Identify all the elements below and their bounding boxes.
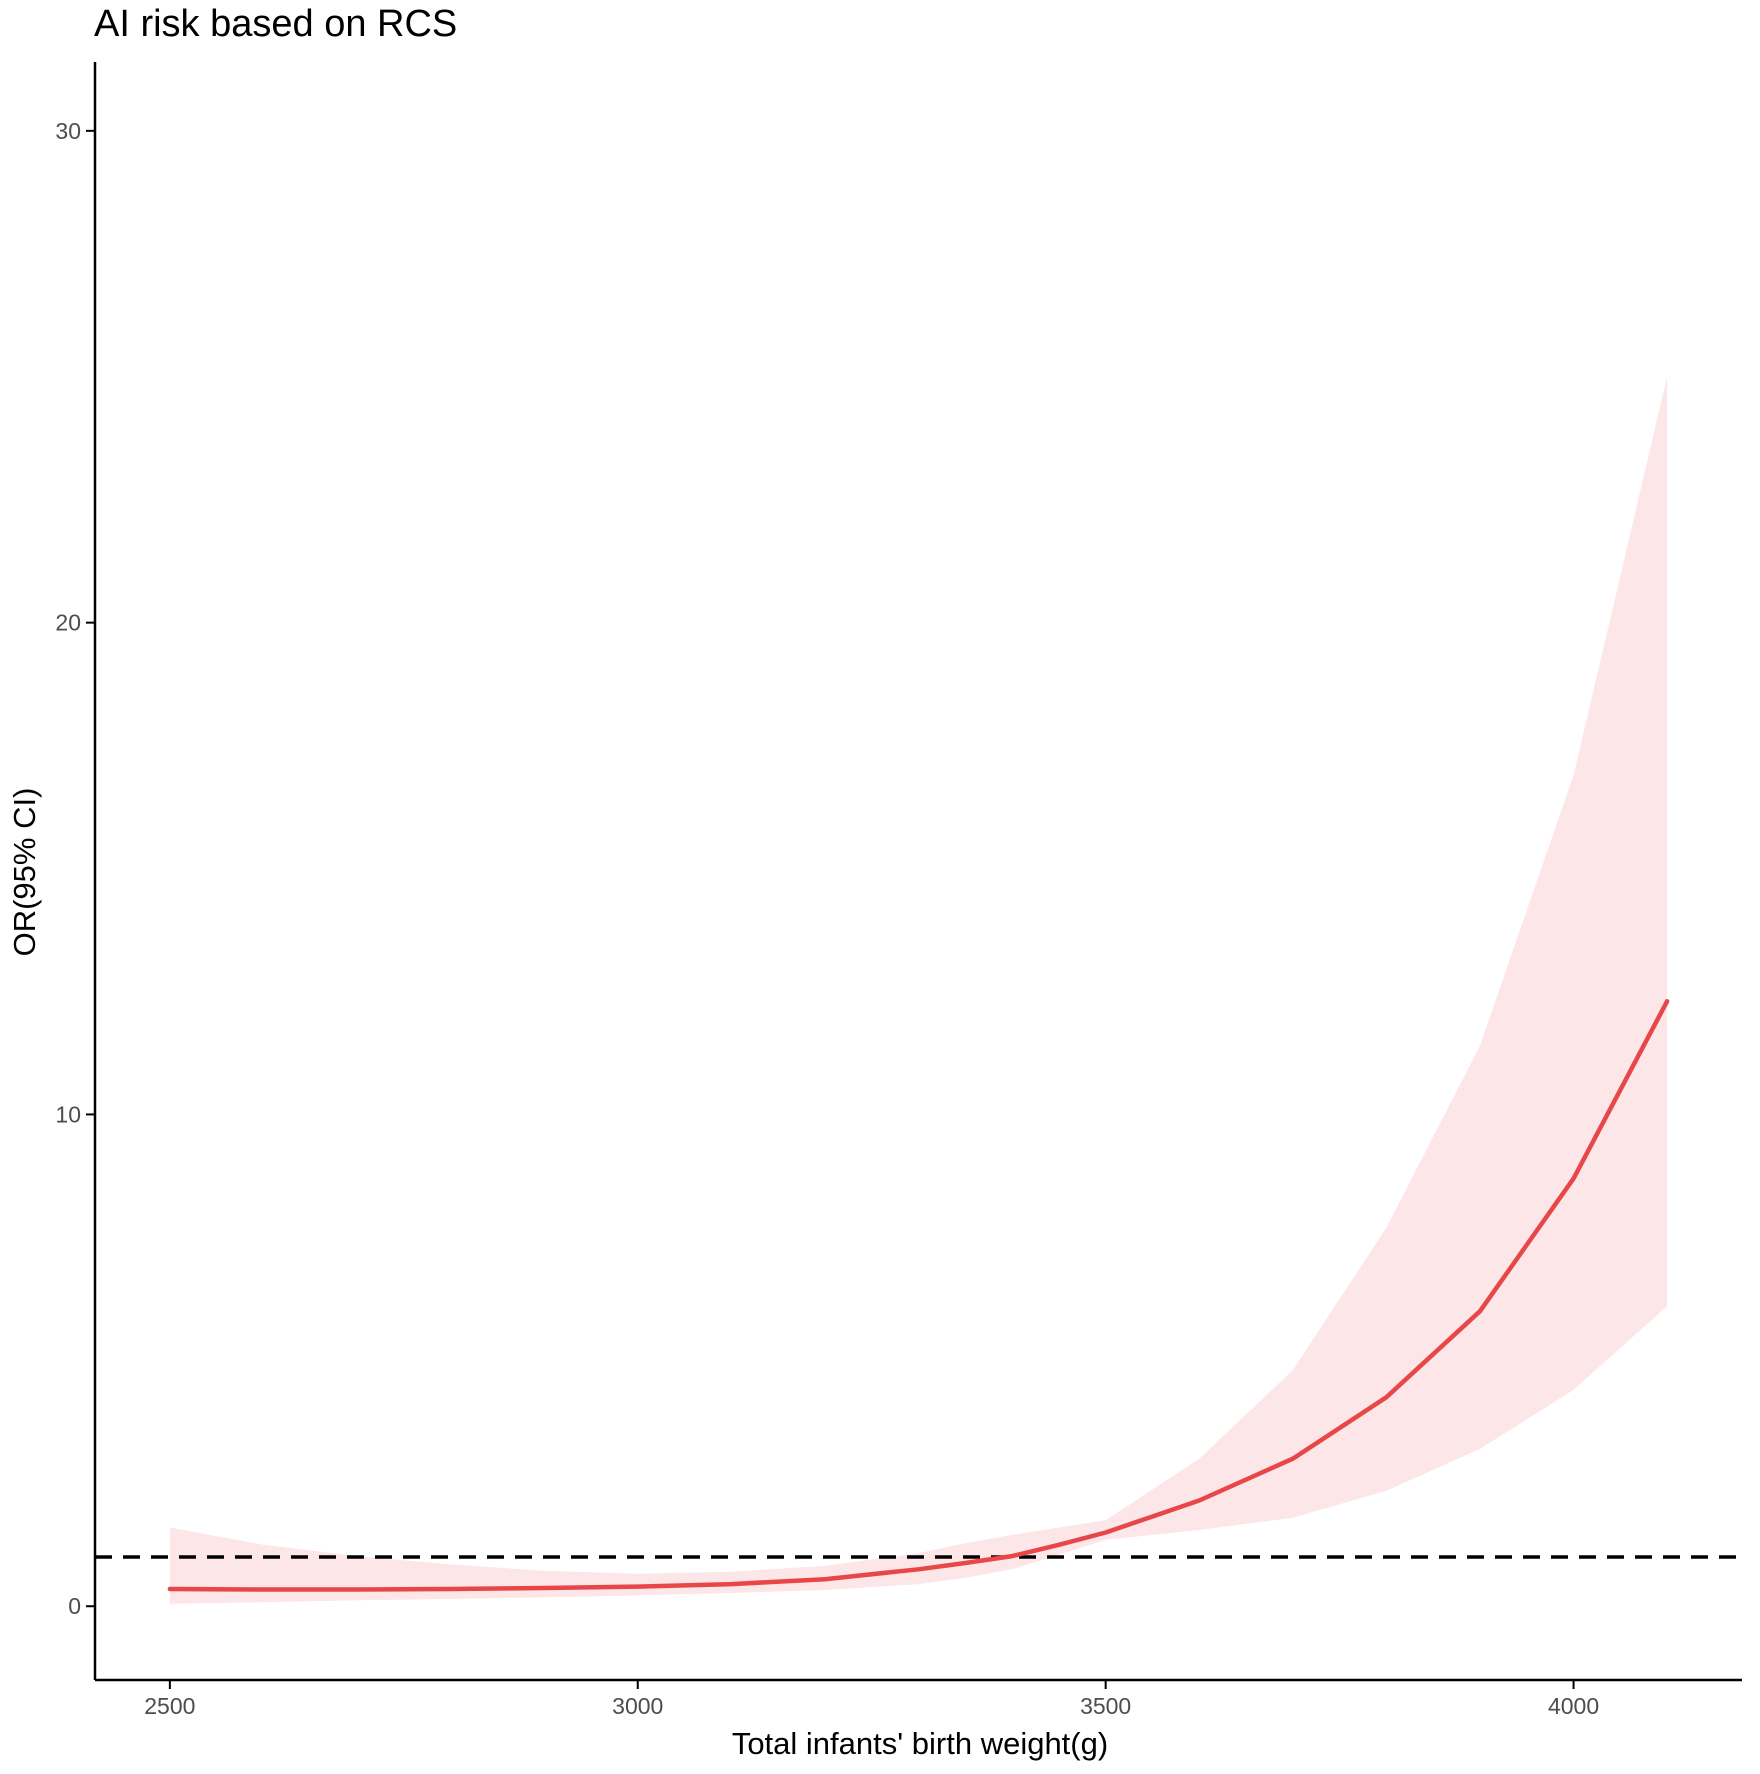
y-tick-label: 30: [55, 118, 81, 144]
x-tick-label: 2500: [144, 1693, 195, 1719]
y-tick-label: 0: [68, 1593, 81, 1619]
ci-band: [169, 376, 1668, 1604]
x-axis-title: Total infants' birth weight(g): [732, 1726, 1108, 1761]
y-tick-label: 20: [55, 610, 81, 636]
y-axis-title: OR(95% CI): [7, 788, 42, 957]
x-tick-label: 4000: [1548, 1693, 1599, 1719]
x-tick-label: 3500: [1080, 1693, 1131, 1719]
y-tick-label: 10: [55, 1101, 81, 1127]
or-curve: [167, 999, 1670, 1592]
chart-title: AI risk based on RCS: [94, 3, 457, 45]
x-tick-label: 3000: [612, 1693, 663, 1719]
